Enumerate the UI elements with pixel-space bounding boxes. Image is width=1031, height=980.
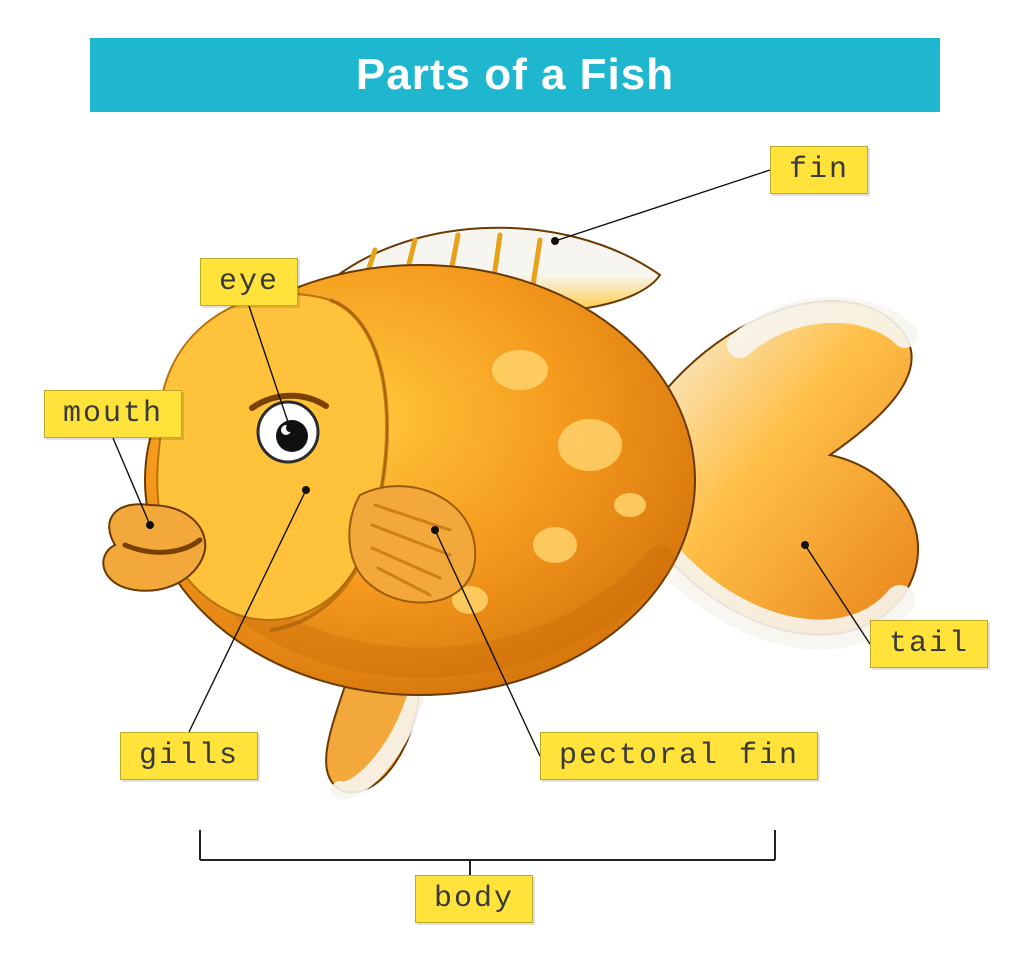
label-gills: gills bbox=[120, 732, 258, 780]
label-fin: fin bbox=[770, 146, 868, 194]
label-body-text: body bbox=[434, 882, 514, 916]
label-pectoral-fin-text: pectoral fin bbox=[559, 739, 799, 773]
diagram-canvas bbox=[0, 0, 1031, 980]
label-body: body bbox=[415, 875, 533, 923]
label-eye-text: eye bbox=[219, 265, 279, 299]
label-tail: tail bbox=[870, 620, 988, 668]
label-tail-text: tail bbox=[889, 627, 969, 661]
label-fin-text: fin bbox=[789, 153, 849, 187]
label-pectoral-fin: pectoral fin bbox=[540, 732, 818, 780]
label-mouth: mouth bbox=[44, 390, 182, 438]
body-bracket bbox=[200, 830, 775, 875]
label-mouth-text: mouth bbox=[63, 397, 163, 431]
label-eye: eye bbox=[200, 258, 298, 306]
label-gills-text: gills bbox=[139, 739, 239, 773]
